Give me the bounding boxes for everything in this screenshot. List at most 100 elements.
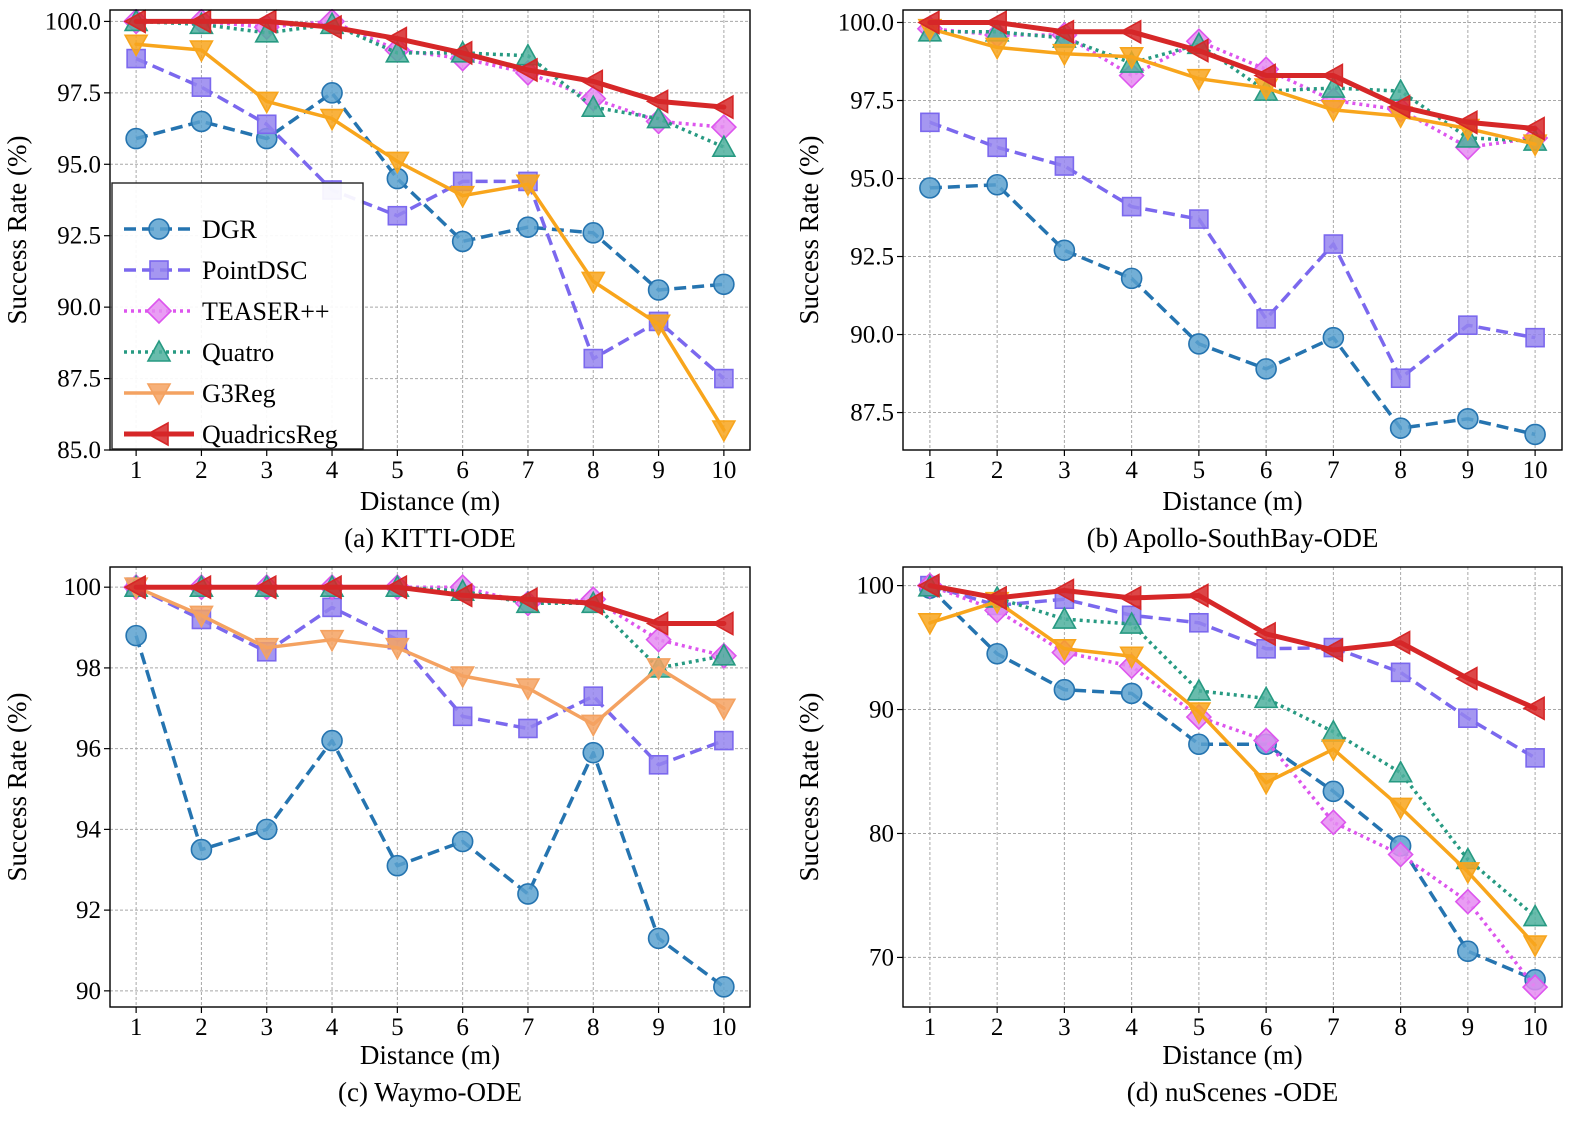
x-tick-label: 2: [195, 457, 208, 484]
data-point-g3reg: [1321, 739, 1346, 762]
x-tick-label: 9: [652, 1014, 665, 1041]
x-tick-label: 9: [1462, 1014, 1475, 1041]
y-tick-label: 95.0: [57, 151, 101, 178]
series-pointdsc: [126, 577, 734, 775]
data-point-quatro: [1321, 75, 1346, 98]
data-point-g3reg: [711, 698, 737, 721]
y-tick-label: 95.0: [850, 166, 894, 193]
data-point-dgr: [647, 927, 670, 950]
series-line-g3reg: [928, 599, 1537, 947]
series-line-dgr: [928, 586, 1536, 982]
x-tick-label: 5: [391, 1014, 404, 1041]
y-tick-label: 70: [869, 944, 894, 971]
x-tick-label: 4: [1125, 457, 1138, 484]
series-dgr: [919, 577, 1546, 991]
legend-label-pointdsc: PointDSC: [202, 256, 308, 285]
series-quadricsreg: [917, 573, 1545, 721]
y-axis: 87.5 90.0 92.5 95.0 97.5 100.0: [838, 9, 903, 427]
axes-frame: [109, 9, 751, 451]
data-point-quadricsreg: [580, 590, 604, 616]
data-point-g3reg: [984, 37, 1010, 61]
chart-panel-nuscenes: 1 2 3 4 5 6 7 8 9 10 70 80 90 100 Distance (m) Success …: [794, 566, 1563, 1107]
series-line-quadricsreg: [133, 584, 727, 626]
series-line-dgr: [134, 635, 725, 989]
series-g3reg: [123, 34, 737, 443]
data-point-pointdsc: [714, 368, 734, 389]
data-point-quatro: [1119, 611, 1144, 634]
x-tick-label: 6: [1260, 1014, 1273, 1041]
data-point-quatro: [384, 40, 410, 63]
data-point-g3reg: [646, 658, 671, 681]
series-dgr: [125, 624, 735, 998]
data-point-pointdsc: [583, 686, 604, 706]
data-point-quadricsreg: [1118, 585, 1142, 611]
data-point-pointdsc: [1323, 234, 1344, 254]
y-tick-label: 90.0: [57, 294, 101, 321]
legend-item-teaser: TEASER++: [124, 297, 330, 326]
data-point-g3reg: [1253, 772, 1279, 796]
data-point-dgr: [986, 173, 1008, 196]
y-tick-label: 92.5: [850, 244, 894, 271]
axes-frame: [109, 566, 751, 1008]
data-point-g3reg: [917, 612, 943, 636]
series-quatro: [917, 19, 1548, 151]
data-point-dgr: [1457, 407, 1479, 430]
data-point-g3reg: [189, 40, 214, 63]
y-tick-label: 87.5: [57, 366, 101, 393]
data-point-pointdsc: [518, 718, 538, 739]
data-point-g3reg: [450, 185, 476, 209]
x-tick-label: 10: [1523, 457, 1548, 484]
data-point-dgr: [1120, 682, 1143, 705]
data-point-g3reg: [1052, 43, 1077, 67]
data-point-dgr: [582, 222, 605, 244]
data-point-g3reg: [1321, 100, 1346, 123]
data-point-pointdsc: [452, 706, 473, 727]
data-point-quatro: [711, 643, 737, 666]
y-tick-label: 100: [857, 573, 895, 600]
legend-item-g3reg: G3Reg: [124, 379, 276, 408]
data-point-quadricsreg: [1186, 583, 1209, 608]
x-tick-label: 3: [1058, 457, 1071, 484]
data-point-dgr: [1188, 733, 1210, 756]
data-point-quadricsreg: [1455, 666, 1478, 691]
data-point-dgr: [582, 741, 605, 764]
data-point-teaser: [1252, 727, 1280, 754]
data-point-quadricsreg: [1051, 19, 1075, 45]
data-point-dgr: [1188, 333, 1210, 355]
data-point-g3reg: [580, 714, 606, 738]
legend-label-teaser: TEASER++: [202, 297, 330, 326]
x-tick-label: 1: [130, 457, 143, 484]
data-point-pointdsc: [648, 754, 669, 775]
data-point-pointdsc: [1054, 156, 1075, 176]
data-point-pointdsc: [1189, 612, 1209, 633]
plot-area: [122, 574, 738, 998]
subplot-caption: (a) KITTI-ODE: [344, 523, 516, 553]
plot-area: [916, 10, 1549, 446]
data-point-teaser: [1387, 841, 1414, 868]
grid: [903, 10, 1562, 450]
x-tick-label: 8: [587, 1014, 600, 1041]
data-point-g3reg: [1186, 702, 1212, 725]
series-g3reg: [917, 591, 1548, 958]
data-point-quatro: [646, 105, 671, 129]
data-point-quadricsreg: [384, 26, 408, 51]
series-line-pointdsc: [929, 120, 1536, 380]
data-point-quatro: [580, 94, 606, 117]
data-point-pointdsc: [322, 597, 342, 618]
data-point-quadricsreg: [515, 57, 538, 83]
series-line-g3reg: [928, 26, 1537, 146]
plot-area: [916, 572, 1549, 1001]
series-line-quadricsreg: [133, 18, 727, 110]
data-point-g3reg: [1186, 68, 1212, 92]
x-tick-label: 2: [991, 1014, 1004, 1041]
data-point-g3reg: [1455, 862, 1481, 885]
data-point-pointdsc: [1525, 748, 1545, 768]
data-point-dgr: [255, 818, 278, 841]
data-point-quadricsreg: [1118, 19, 1142, 45]
data-point-quadricsreg: [1320, 637, 1344, 663]
y-axis: 90 92 94 96 98 100: [64, 574, 110, 1005]
data-point-quadricsreg: [1051, 578, 1075, 603]
y-tick-label: 90: [76, 978, 101, 1005]
series-line-pointdsc: [135, 585, 725, 767]
series-line-quatro: [136, 585, 725, 670]
